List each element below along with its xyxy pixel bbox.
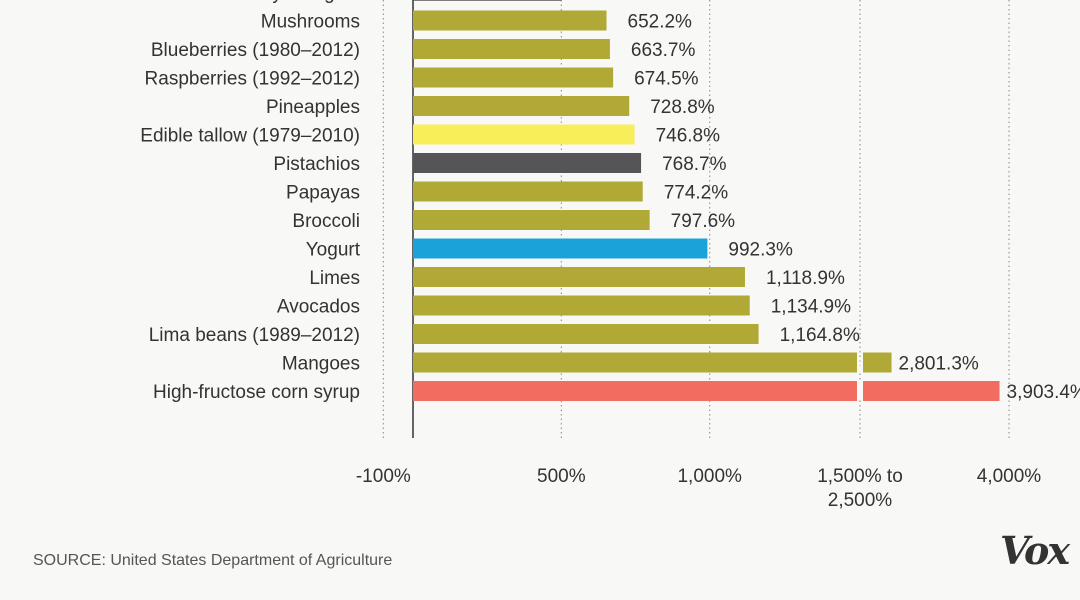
bar-continued	[863, 381, 1000, 401]
category-label: Pineapples	[266, 97, 360, 118]
value-label: 3,903.4%	[1007, 382, 1080, 403]
value-label: 746.8%	[656, 126, 721, 147]
bar	[413, 381, 857, 401]
value-label: 2,801.3%	[899, 354, 979, 375]
x-tick-label: 1,000%	[677, 466, 742, 487]
bar	[413, 39, 610, 59]
bar	[413, 267, 745, 287]
value-label: 728.8%	[650, 97, 715, 118]
value-label: 768.7%	[662, 154, 727, 175]
bar	[413, 324, 759, 344]
category-label: Mushrooms	[261, 12, 360, 33]
value-label: 774.2%	[664, 183, 729, 204]
category-label: Limes	[309, 268, 360, 289]
x-tick-label: -100%	[356, 466, 411, 487]
value-label: 674.5%	[634, 69, 699, 90]
value-label: 992.3%	[728, 240, 793, 261]
category-label: Blueberries (1980–2012)	[151, 40, 360, 61]
value-label: 652.2%	[628, 12, 693, 33]
x-tick-label: 4,000%	[977, 466, 1042, 487]
category-label: High-fructose corn syrup	[153, 382, 360, 403]
category-label: Yogurt	[306, 240, 361, 261]
bar	[413, 181, 643, 202]
category-label: Broccoli	[292, 211, 360, 232]
category-label: Mangoes	[282, 354, 360, 375]
bar	[413, 67, 614, 88]
bar	[413, 295, 750, 316]
source-note: SOURCE: United States Department of Agri…	[33, 552, 393, 569]
x-tick-label: 500%	[537, 466, 586, 487]
bar	[413, 124, 635, 145]
bar	[413, 153, 642, 173]
value-label: 1,164.8%	[780, 325, 860, 346]
x-tick-label: 1,500% to 2,500%	[817, 466, 903, 511]
bar	[413, 352, 857, 373]
value-label: 1,134.9%	[771, 297, 851, 318]
bar	[413, 10, 607, 31]
category-label: Lima beans (1989–2012)	[149, 325, 360, 346]
category-label: Hominy and grits	[217, 0, 360, 4]
bar	[413, 210, 650, 230]
vox-logo: Vox	[1000, 528, 1070, 573]
category-label: Edible tallow (1979–2010)	[140, 126, 360, 147]
bar-continued	[863, 352, 892, 373]
category-label: Raspberries (1992–2012)	[145, 69, 360, 90]
value-label: 797.6%	[671, 211, 736, 232]
bar	[413, 238, 708, 259]
bar	[413, 96, 630, 116]
value-label: 663.7%	[631, 40, 696, 61]
category-label: Avocados	[277, 297, 360, 318]
category-label: Pistachios	[273, 154, 360, 175]
category-label: Papayas	[286, 183, 360, 204]
value-label: 1,118.9%	[766, 268, 845, 289]
